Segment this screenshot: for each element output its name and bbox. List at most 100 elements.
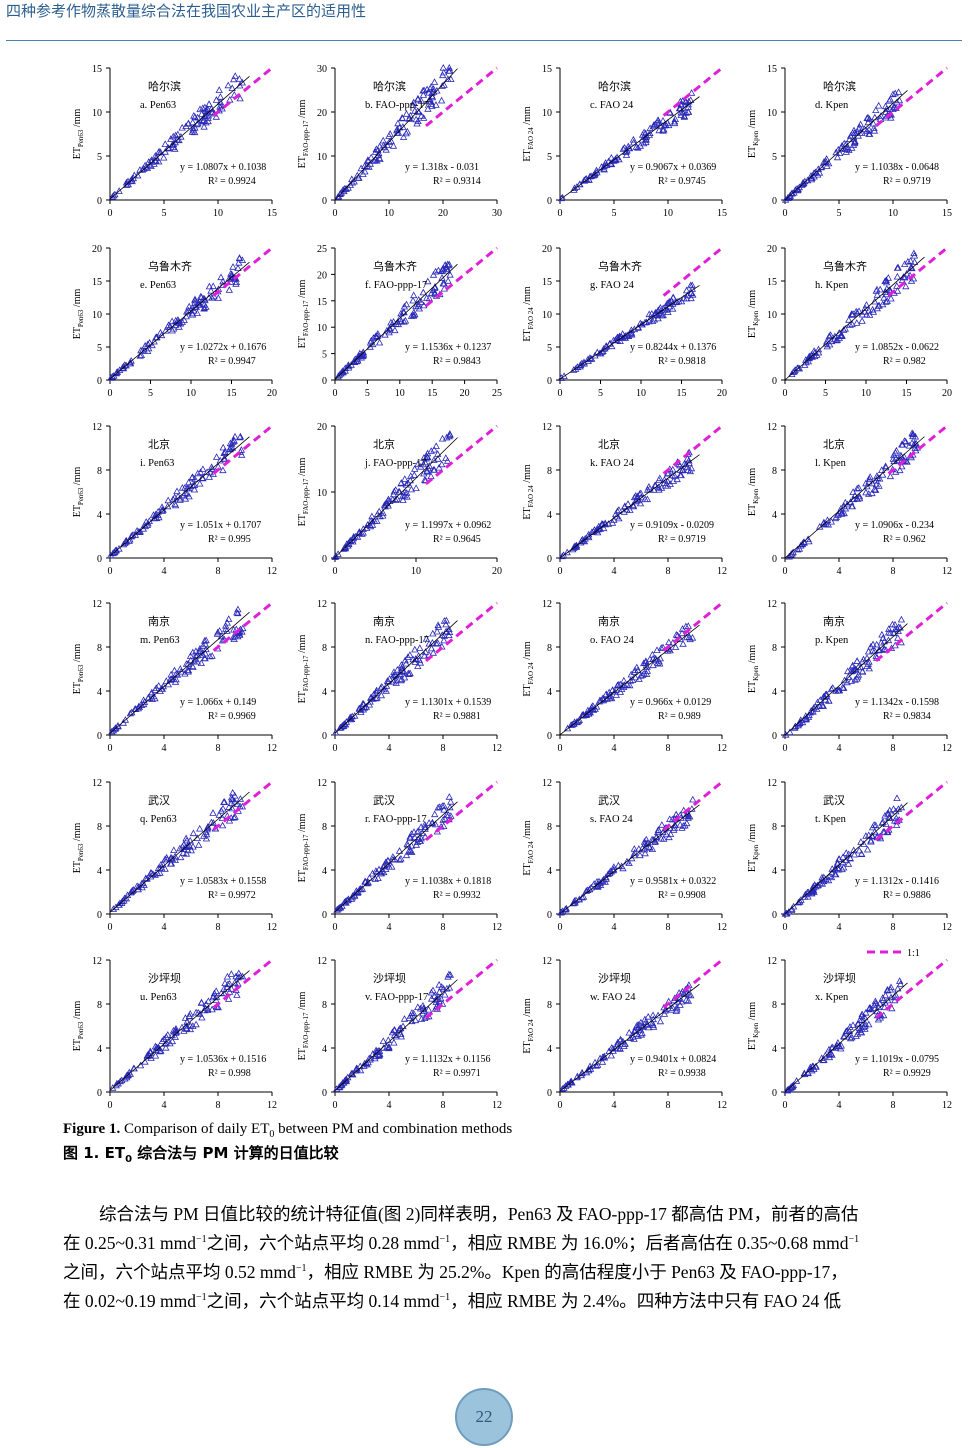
y-tick-label: 10	[92, 310, 102, 321]
exponent: −1	[195, 1234, 207, 1246]
regression-line	[559, 983, 700, 1092]
one-to-one-line	[875, 66, 948, 128]
exponent: −1	[439, 1292, 451, 1304]
y-tick-label: 0	[547, 376, 552, 387]
y-tick-label: 15	[92, 64, 102, 75]
panel-label: s. FAO 24	[590, 814, 633, 825]
exponent: −1	[848, 1234, 860, 1246]
y-tick-label: 12	[542, 599, 552, 610]
regression-line	[784, 802, 908, 915]
x-tick-label: 12	[942, 1100, 952, 1110]
y-tick-label: 10	[767, 310, 777, 321]
panel-v: 00 4 4 8 8 12 12 ETFAO-ppp-17 /mm 沙坪坝 v. FAO-ppp-…	[297, 956, 502, 1110]
regression-line	[109, 970, 250, 1091]
regression-equation: y = 1.0852x - 0.0622	[855, 342, 939, 353]
regression-line	[784, 90, 908, 201]
panel-label: w. FAO 24	[590, 992, 636, 1003]
x-tick-label: 8	[216, 743, 221, 754]
y-tick-label: 10	[92, 108, 102, 119]
panel-d: 00 5 5 10 10 15 15 ETKpen /mm 哈尔滨 d. Kpen y = 1.10…	[747, 64, 952, 219]
x-tick-label: 20	[942, 388, 952, 399]
y-tick-label: 4	[772, 510, 777, 521]
regression-equation: y = 1.1038x - 0.0648	[855, 162, 939, 173]
y-tick-label: 15	[767, 64, 777, 75]
r-squared: R² = 0.998	[208, 1068, 251, 1079]
r-squared: R² = 0.9645	[433, 534, 481, 545]
panel-o: 00 4 4 8 8 12 12 ETFAO 24 /mm 南京 o. FAO 24 y = 0.9…	[522, 599, 727, 754]
panel-label: a. Pen63	[140, 100, 176, 111]
y-tick-label: 10	[317, 488, 327, 499]
regression-line	[109, 611, 250, 734]
regression-equation: y = 1.0906x - 0.234	[855, 520, 934, 531]
panel-label: g. FAO 24	[590, 280, 635, 291]
figure-caption-en: Figure 1. Comparison of daily ET0 betwee…	[63, 1121, 512, 1140]
station-label: 南京	[598, 614, 620, 628]
y-tick-label: 15	[92, 277, 102, 288]
y-tick-label: 0	[772, 376, 777, 387]
x-tick-label: 4	[837, 743, 842, 754]
regression-line	[334, 620, 458, 734]
y-tick-label: 0	[547, 1088, 552, 1099]
x-tick-label: 0	[783, 208, 788, 219]
x-tick-label: 5	[162, 208, 167, 219]
r-squared: R² = 0.962	[883, 534, 926, 545]
station-label: 武汉	[148, 794, 170, 807]
regression-equation: y = 1.1536x + 0.1237	[405, 342, 491, 353]
r-squared: R² = 0.9886	[883, 890, 931, 901]
panel-label: k. FAO 24	[590, 458, 635, 469]
panel-label: v. FAO-ppp-17	[365, 992, 428, 1003]
x-tick-label: 0	[558, 743, 563, 754]
one-to-one-line	[662, 246, 723, 297]
regression-line	[559, 624, 700, 736]
y-tick-label: 20	[767, 244, 777, 255]
r-squared: R² = 0.9843	[433, 356, 481, 367]
y-tick-label: 5	[772, 152, 777, 163]
station-label: 武汉	[823, 794, 845, 807]
r-squared: R² = 0.982	[883, 356, 926, 367]
panel-l: 00 4 4 8 8 12 12 ETKpen /mm 北京 l. Kpen y = 1.0906x…	[747, 422, 952, 577]
panel-label: q. Pen63	[140, 814, 177, 825]
regression-equation: y = 0.9401x + 0.0824	[630, 1054, 716, 1065]
para-line-1-text: 综合法与 PM 日值比较的统计特征值(图 2)同样表明，Pen63 及 FAO-…	[99, 1204, 859, 1224]
x-tick-label: 4	[162, 566, 167, 577]
x-tick-label: 0	[558, 1100, 563, 1110]
regression-line	[334, 979, 458, 1092]
station-label: 南京	[823, 614, 845, 628]
r-squared: R² = 0.9938	[658, 1068, 706, 1079]
panel-b: 00 10 10 20 20 30 30 ETFAO-ppp-17 /mm 哈尔滨 b. FAO-…	[297, 63, 502, 219]
panel-q: 00 4 4 8 8 12 12 ETPen63 /mm 武汉 q. Pen63 y = 1.058…	[72, 778, 277, 933]
station-label: 沙坪坝	[148, 971, 181, 985]
x-tick-label: 12	[717, 743, 727, 754]
r-squared: R² = 0.989	[658, 711, 701, 722]
x-tick-label: 10	[186, 388, 196, 399]
x-tick-label: 12	[942, 743, 952, 754]
panel-label: j. FAO-ppp-17	[364, 458, 427, 469]
station-label: 北京	[598, 437, 620, 451]
x-tick-label: 15	[942, 208, 952, 219]
r-squared: R² = 0.9971	[433, 1068, 481, 1079]
x-tick-label: 15	[427, 388, 437, 399]
x-tick-label: 0	[783, 922, 788, 933]
y-tick-label: 8	[322, 643, 327, 654]
y-tick-label: 5	[97, 152, 102, 163]
panel-m: 00 4 4 8 8 12 12 ETPen63 /mm 南京 m. Pen63 y = 1.066…	[72, 599, 277, 754]
x-tick-label: 4	[387, 1100, 392, 1110]
caption-zh-text: ET	[99, 1144, 126, 1162]
para-text: 之间，六个站点平均 0.52 mmd	[63, 1262, 296, 1282]
panel-label: d. Kpen	[815, 100, 849, 111]
x-tick-label: 15	[677, 388, 687, 399]
x-tick-label: 10	[663, 208, 673, 219]
x-tick-label: 12	[492, 1100, 502, 1110]
station-label: 沙坪坝	[598, 971, 631, 985]
x-tick-label: 4	[612, 922, 617, 933]
r-squared: R² = 0.9908	[658, 890, 706, 901]
y-tick-label: 8	[547, 643, 552, 654]
y-axis-label: ETPen63 /mm	[72, 109, 85, 160]
regression-equation: y = 1.0583x + 0.1558	[180, 876, 266, 887]
x-tick-label: 4	[387, 743, 392, 754]
para-text: ，相应 RMBE 为 2.4%。四种方法中只有 FAO 24 低	[450, 1291, 842, 1311]
y-axis-label: ETFAO 24 /mm	[522, 820, 535, 876]
regression-line	[784, 256, 925, 381]
body-paragraph: 综合法与 PM 日值比较的统计特征值(图 2)同样表明，Pen63 及 FAO-…	[63, 1200, 966, 1316]
